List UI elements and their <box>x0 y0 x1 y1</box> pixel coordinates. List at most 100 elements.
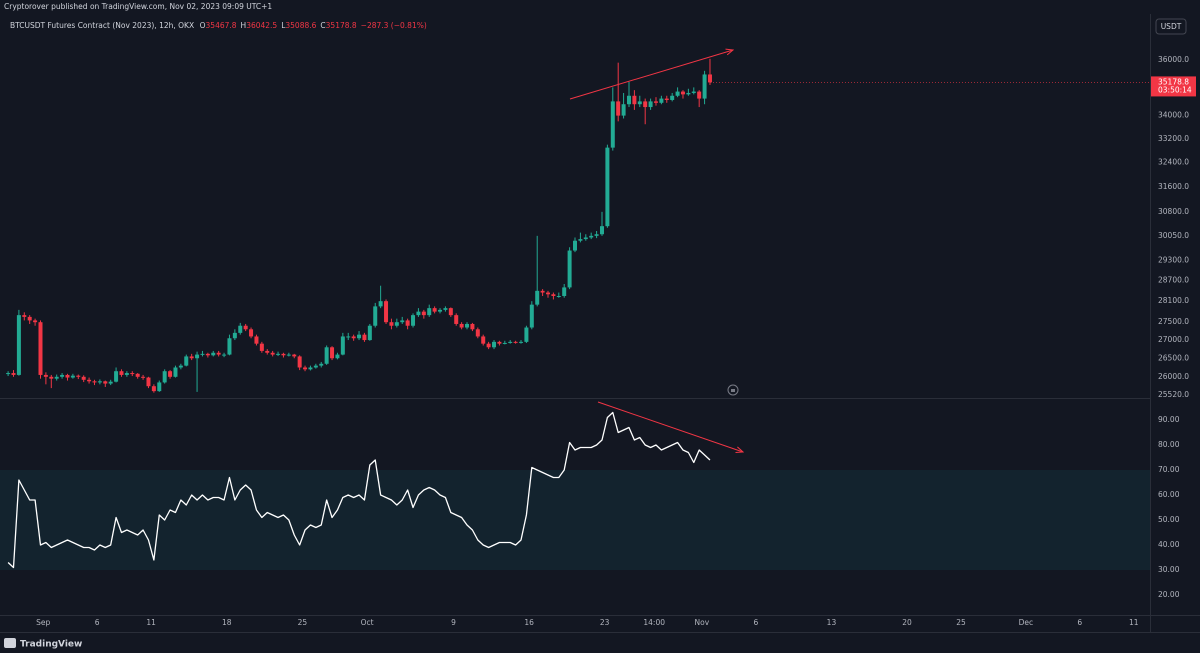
candle-body <box>411 315 416 326</box>
y-tick-label: 70.00 <box>1158 465 1180 474</box>
candle-body <box>589 235 594 238</box>
candle-body <box>475 329 480 337</box>
candle-body <box>319 363 324 366</box>
candle-body <box>610 101 615 148</box>
trend-line <box>569 50 733 100</box>
candle-body <box>486 343 491 348</box>
y-tick-label: 34000.0 <box>1158 111 1189 120</box>
candle-body <box>330 347 335 359</box>
candle-body <box>605 147 610 227</box>
candle-body <box>540 290 545 293</box>
y-tick-label: 30050.0 <box>1158 231 1189 240</box>
candle-body <box>276 353 281 355</box>
candle-body <box>664 98 669 100</box>
candle-body <box>707 74 712 83</box>
candle-body <box>270 352 275 355</box>
candle-body <box>643 101 648 108</box>
candle-body <box>211 352 216 356</box>
candle-body <box>43 374 48 377</box>
y-tick-label: 31600.0 <box>1158 182 1189 191</box>
candle-body <box>497 341 502 344</box>
candle-body <box>195 354 200 359</box>
candle-body <box>400 320 405 323</box>
brand-logo <box>4 638 16 648</box>
x-tick-label: 13 <box>827 618 837 627</box>
last-price-box <box>1151 76 1196 97</box>
candle-body <box>108 381 113 384</box>
y-tick-label: 29300.0 <box>1158 255 1189 264</box>
candle-body <box>405 320 410 326</box>
x-tick-label: 6 <box>95 618 100 627</box>
band-layer <box>0 470 1150 570</box>
candle-body <box>416 311 421 316</box>
candle-body <box>184 356 189 366</box>
candle-body <box>168 371 173 377</box>
candle-body <box>648 101 653 108</box>
x-tick-label: 11 <box>1129 618 1139 627</box>
y-tick-label: 80.00 <box>1158 440 1180 449</box>
candle-body <box>340 336 345 355</box>
candle-body <box>70 375 75 378</box>
candle-body <box>653 101 658 103</box>
candle-body <box>227 338 232 355</box>
rsi-band <box>0 470 1150 570</box>
candle-body <box>384 301 389 323</box>
candle-body <box>686 92 691 95</box>
y-tick-label: 32400.0 <box>1158 158 1189 167</box>
candle-body <box>178 365 183 368</box>
candle-body <box>97 381 102 383</box>
candle-body <box>281 353 286 356</box>
candle-body <box>637 101 642 105</box>
candle-body <box>6 373 11 375</box>
candle-body <box>697 91 702 99</box>
candle-body <box>535 290 540 305</box>
candle-body <box>551 294 556 296</box>
candle-body <box>427 308 432 316</box>
currency[interactable]: USDT <box>1161 22 1182 31</box>
currency-button[interactable] <box>1155 18 1187 35</box>
candle-body <box>524 327 529 342</box>
candle-body <box>578 239 583 241</box>
legend-field: L <box>281 21 286 30</box>
x-tick-label: 23 <box>600 618 610 627</box>
x-tick-label: Oct <box>361 618 374 627</box>
x-tick-label: 25 <box>298 618 308 627</box>
lock-icon[interactable] <box>727 384 739 396</box>
candle-body <box>702 74 707 99</box>
candle-body <box>49 376 54 379</box>
candle-body <box>583 237 588 240</box>
symbol: BTCUSDT Futures Contract (Nov 2023), 12h… <box>10 21 194 30</box>
x-tick-label: Nov <box>695 618 710 627</box>
legend: BTCUSDT Futures Contract (Nov 2023), 12h… <box>10 21 427 30</box>
candle-body <box>119 371 124 375</box>
candle-body <box>162 371 167 383</box>
candle-body <box>448 308 453 316</box>
legend-value: 35178.8 <box>326 21 357 30</box>
candle-body <box>11 373 16 375</box>
last-price-label: 35178.8 <box>1158 77 1189 86</box>
candle-body <box>259 343 264 351</box>
candle-body <box>335 354 340 359</box>
candle-body <box>389 322 394 326</box>
candle-body <box>459 323 464 328</box>
candle-body <box>189 356 194 359</box>
candle-body <box>373 306 378 326</box>
y-tick-label: 28700.0 <box>1158 276 1189 285</box>
candle-body <box>249 329 254 337</box>
candle-body <box>173 367 178 377</box>
candle-body <box>599 226 604 235</box>
candle-body <box>65 374 70 378</box>
candle-body <box>367 325 372 341</box>
candle-body <box>691 91 696 93</box>
x-tick-label: 14:00 <box>643 618 665 627</box>
x-tick-label: 18 <box>222 618 232 627</box>
candle-body <box>351 336 356 339</box>
y-tick-label: 27000.0 <box>1158 335 1189 344</box>
candle-body <box>616 101 621 116</box>
candle-body <box>146 377 151 387</box>
x-tick-label: 11 <box>146 618 156 627</box>
candle-body <box>222 354 227 356</box>
candle-body <box>465 323 470 328</box>
y-tick-label: 30800.0 <box>1158 207 1189 216</box>
y-tick-label: 25520.0 <box>1158 390 1189 399</box>
